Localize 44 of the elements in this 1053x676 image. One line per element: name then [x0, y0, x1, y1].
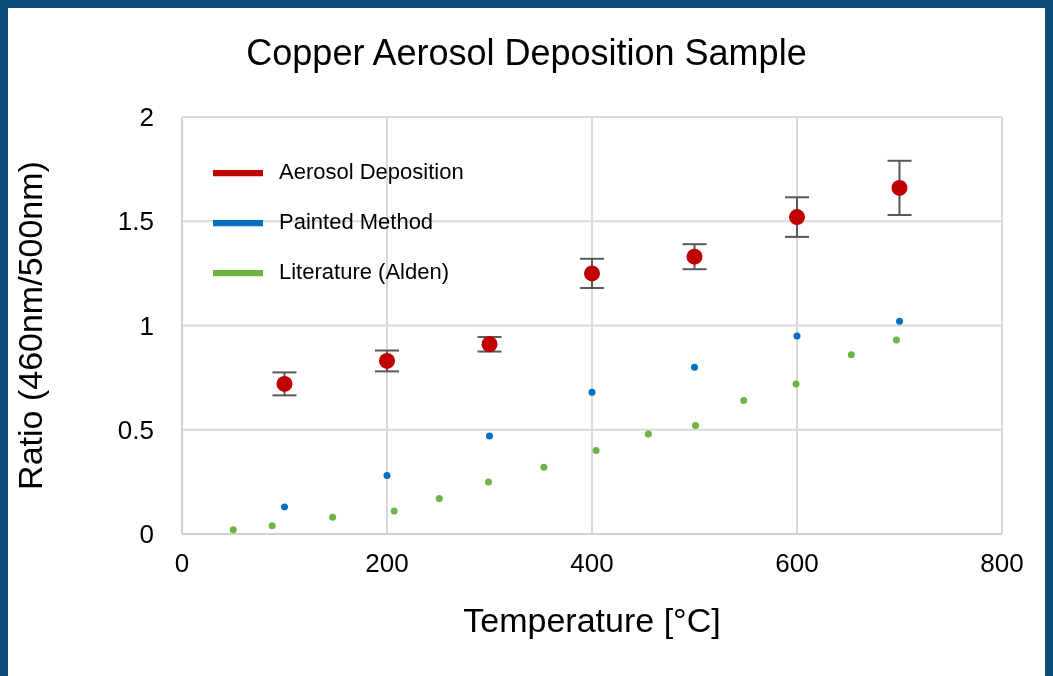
x-axis-title: Temperature [°C]: [463, 601, 721, 639]
y-axis-title: Ratio (460nm/500nm): [11, 161, 50, 490]
point: [847, 351, 855, 359]
point: [481, 336, 498, 353]
point: [329, 513, 337, 521]
point: [390, 507, 398, 515]
point: [486, 432, 493, 440]
x-tick-label: 800: [980, 548, 1024, 579]
point: [789, 209, 805, 226]
y-tick-label: 1: [139, 310, 154, 341]
y-tick-label: 2: [139, 102, 154, 133]
point: [229, 526, 237, 534]
point: [793, 332, 801, 340]
point: [792, 380, 800, 388]
point: [691, 363, 698, 371]
point: [892, 336, 900, 344]
x-tick-label: 0: [174, 548, 190, 579]
y-tick-label: 1.5: [117, 206, 154, 237]
point: [540, 463, 548, 471]
x-tick-label: 400: [570, 548, 614, 579]
legend-label: Painted Method: [279, 208, 434, 234]
y-tick-label: 0.5: [117, 414, 154, 445]
x-tick-label: 600: [775, 548, 819, 579]
x-tick-label: 200: [365, 548, 409, 579]
point: [379, 352, 395, 369]
point: [268, 522, 276, 530]
point: [281, 503, 288, 511]
point: [484, 478, 492, 486]
point: [891, 179, 908, 196]
point: [584, 265, 600, 282]
y-tick-label: 0: [139, 519, 154, 550]
point: [383, 472, 391, 480]
point: [692, 422, 700, 430]
point: [435, 495, 443, 503]
point: [740, 397, 748, 405]
point: [592, 447, 600, 455]
chart-title: Copper Aerosol Deposition Sample: [245, 32, 808, 74]
point: [588, 388, 596, 396]
point: [686, 248, 703, 265]
point: [644, 430, 652, 438]
legend-label: Aerosol Deposition: [279, 158, 464, 184]
point: [896, 317, 903, 325]
point: [276, 375, 293, 392]
legend-label: Literature (Alden): [279, 258, 449, 284]
